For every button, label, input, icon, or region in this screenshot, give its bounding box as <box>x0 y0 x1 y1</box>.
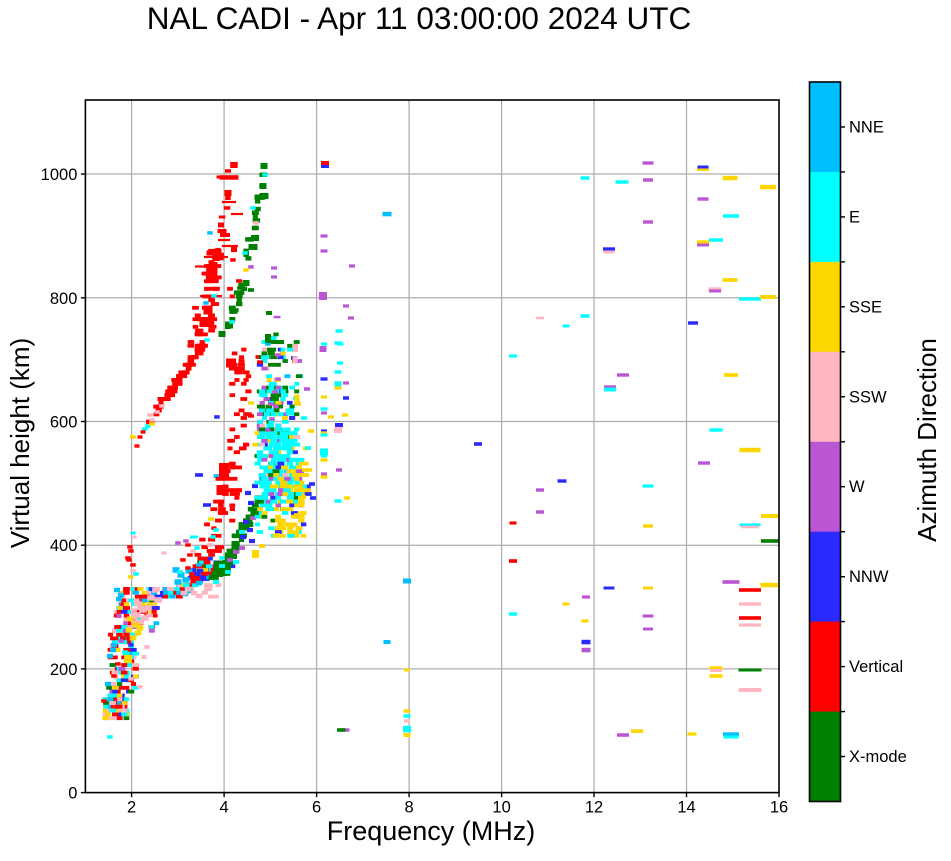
svg-text:6: 6 <box>312 799 321 817</box>
svg-text:Frequency (MHz): Frequency (MHz) <box>327 816 536 846</box>
svg-text:10: 10 <box>492 799 510 817</box>
svg-text:Vertical: Vertical <box>849 658 903 676</box>
svg-text:1000: 1000 <box>41 166 78 184</box>
svg-text:E: E <box>849 208 860 226</box>
svg-text:400: 400 <box>50 537 78 555</box>
svg-text:800: 800 <box>50 290 78 308</box>
svg-text:4: 4 <box>220 799 229 817</box>
svg-text:0: 0 <box>68 785 77 803</box>
svg-text:SSE: SSE <box>849 298 882 316</box>
svg-text:NNW: NNW <box>849 568 889 586</box>
svg-text:2: 2 <box>127 799 136 817</box>
svg-text:16: 16 <box>770 799 788 817</box>
svg-text:SSW: SSW <box>849 388 887 406</box>
svg-text:200: 200 <box>50 661 78 679</box>
svg-text:NNE: NNE <box>849 119 884 137</box>
svg-text:W: W <box>849 478 865 496</box>
svg-text:Azimuth Direction: Azimuth Direction <box>912 338 942 542</box>
svg-text:8: 8 <box>405 799 414 817</box>
svg-text:600: 600 <box>50 414 78 432</box>
svg-text:X-mode: X-mode <box>849 748 907 766</box>
svg-text:12: 12 <box>585 799 603 817</box>
svg-text:NAL CADI - Apr 11 03:00:00 202: NAL CADI - Apr 11 03:00:00 2024 UTC <box>147 0 692 36</box>
svg-text:Virtual height (km): Virtual height (km) <box>5 338 35 549</box>
svg-text:14: 14 <box>677 799 695 817</box>
